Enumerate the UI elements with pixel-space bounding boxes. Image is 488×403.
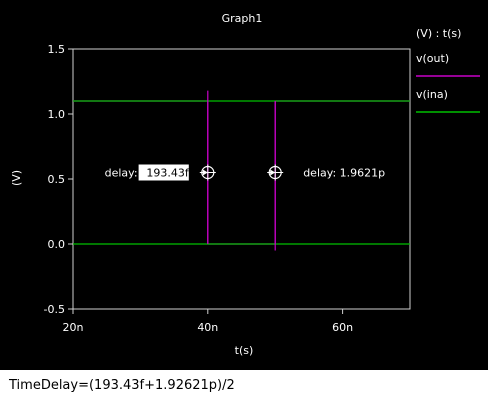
y-tick-label: -0.5 (44, 303, 65, 316)
y-tick-label: 1.5 (48, 43, 66, 56)
x-tick-label: 60n (332, 321, 353, 334)
series-layer (73, 100, 410, 245)
delay-label: delay: 1.9621p (303, 167, 385, 180)
x-tick-label: 40n (197, 321, 218, 334)
delay-marker-arrow (270, 169, 276, 176)
delay-label: delay: (105, 167, 138, 180)
legend-header: (V) : t(s) (416, 27, 461, 40)
marker-layer: 193.43f delay: delay: 1.9621p (105, 90, 385, 251)
y-axis-label: (V) (10, 170, 23, 186)
legend-entry-label: v(ina) (416, 88, 448, 101)
delay-value-highlight (138, 164, 189, 181)
chart-title: Graph1 (222, 12, 263, 25)
y-axis: -0.5 0.0 0.5 1.0 1.5 (44, 43, 73, 316)
x-axis: 20n 40n 60n (63, 309, 353, 334)
x-axis-label: t(s) (235, 344, 254, 357)
y-tick-label: 1.0 (48, 108, 66, 121)
y-tick-label: 0.0 (48, 238, 66, 251)
legend: (V) : t(s) v(out) v(ina) (416, 27, 480, 113)
time-delay-formula: TimeDelay=(193.43f+1.92621p)/2 (9, 378, 235, 393)
x-tick-label: 20n (63, 321, 84, 334)
delay-value-label: 193.43f (146, 167, 189, 180)
legend-entry-label: v(out) (416, 52, 449, 65)
delay-marker-arrow (202, 169, 208, 176)
chart[interactable]: Graph1 -0.5 0.0 0.5 1.0 1.5 20n 40n 60n (V) t(… (0, 0, 488, 370)
y-tick-label: 0.5 (48, 173, 66, 186)
graph-panel: Graph1 -0.5 0.0 0.5 1.0 1.5 20n 40n 60n (V) t(… (0, 0, 488, 370)
